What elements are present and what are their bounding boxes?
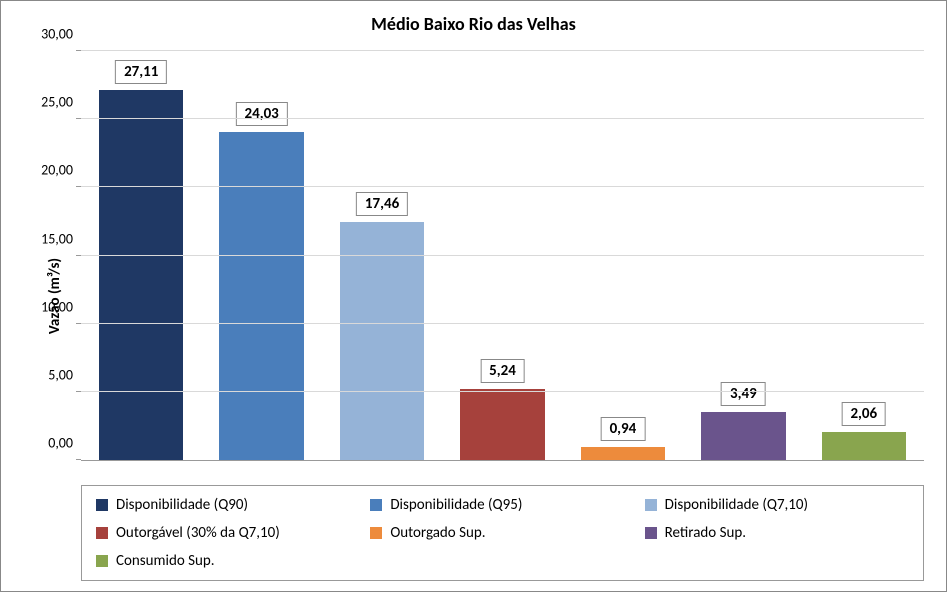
- gridline: [81, 391, 924, 392]
- bar-value-label: 17,46: [356, 192, 408, 216]
- plot-wrapper: 27,1124,0317,465,240,943,492,06 0,005,00…: [81, 51, 924, 461]
- y-tick-label: 10,00: [27, 298, 73, 315]
- bar-value-label: 0,94: [601, 417, 646, 441]
- legend-swatch: [645, 527, 657, 539]
- chart-title: Médio Baixo Rio das Velhas: [1, 1, 946, 41]
- bar-value-label: 2,06: [841, 402, 886, 426]
- bar-value-label: 5,24: [480, 359, 525, 383]
- gridline: [81, 186, 924, 187]
- bar: [460, 389, 544, 460]
- y-tick-mark: [76, 391, 81, 392]
- y-tick-label: 25,00: [27, 94, 73, 111]
- y-tick-mark: [76, 459, 81, 460]
- bar: [219, 132, 303, 460]
- bar: [340, 222, 424, 460]
- y-tick-label: 20,00: [27, 162, 73, 179]
- legend-swatch: [96, 499, 108, 511]
- legend-label: Disponibilidade (Q90): [116, 496, 248, 514]
- gridline: [81, 255, 924, 256]
- legend-label: Outorgável (30% da Q7,10): [116, 524, 280, 542]
- legend-label: Retirado Sup.: [665, 524, 746, 542]
- gridline: [81, 50, 924, 51]
- y-tick-label: 15,00: [27, 230, 73, 247]
- bar-value-label: 3,49: [721, 382, 766, 406]
- gridline: [81, 323, 924, 324]
- y-tick-mark: [76, 50, 81, 51]
- legend-item: Disponibilidade (Q7,10): [645, 496, 909, 514]
- gridline: [81, 118, 924, 119]
- y-axis-label: Vazão (m³/s): [46, 258, 64, 334]
- plot-area: 27,1124,0317,465,240,943,492,06 0,005,00…: [81, 51, 924, 461]
- legend-swatch: [96, 555, 108, 567]
- legend-swatch: [370, 499, 382, 511]
- bars-group: 27,11 24,03 17,46 5,24 0,94 3,49 2,06: [81, 51, 924, 460]
- bar-value-label: 27,11: [115, 60, 167, 84]
- legend-item: Disponibilidade (Q90): [96, 496, 360, 514]
- y-tick-mark: [76, 186, 81, 187]
- legend-swatch: [645, 499, 657, 511]
- legend-item: Retirado Sup.: [645, 524, 909, 542]
- y-tick-mark: [76, 323, 81, 324]
- legend-item: Disponibilidade (Q95): [370, 496, 634, 514]
- y-tick-label: 5,00: [27, 366, 73, 383]
- y-tick-mark: [76, 118, 81, 119]
- bar-value-label: 24,03: [236, 102, 288, 126]
- legend-item: Outorgado Sup.: [370, 524, 634, 542]
- y-tick-label: 0,00: [27, 435, 73, 452]
- bar: [99, 90, 183, 460]
- legend-swatch: [96, 527, 108, 539]
- bar: [822, 432, 906, 460]
- bar: [581, 447, 665, 460]
- bar: [701, 412, 785, 460]
- legend-item: Consumido Sup.: [96, 552, 360, 570]
- legend-label: Disponibilidade (Q95): [390, 496, 522, 514]
- legend: Disponibilidade (Q90) Disponibilidade (Q9…: [81, 485, 924, 581]
- y-tick-mark: [76, 255, 81, 256]
- legend-item: Outorgável (30% da Q7,10): [96, 524, 360, 542]
- chart-container: Médio Baixo Rio das Velhas Vazão (m³/s) …: [0, 0, 947, 592]
- legend-swatch: [370, 527, 382, 539]
- y-tick-label: 30,00: [27, 26, 73, 43]
- legend-label: Outorgado Sup.: [390, 524, 485, 542]
- legend-label: Consumido Sup.: [116, 552, 215, 570]
- legend-label: Disponibilidade (Q7,10): [665, 496, 808, 514]
